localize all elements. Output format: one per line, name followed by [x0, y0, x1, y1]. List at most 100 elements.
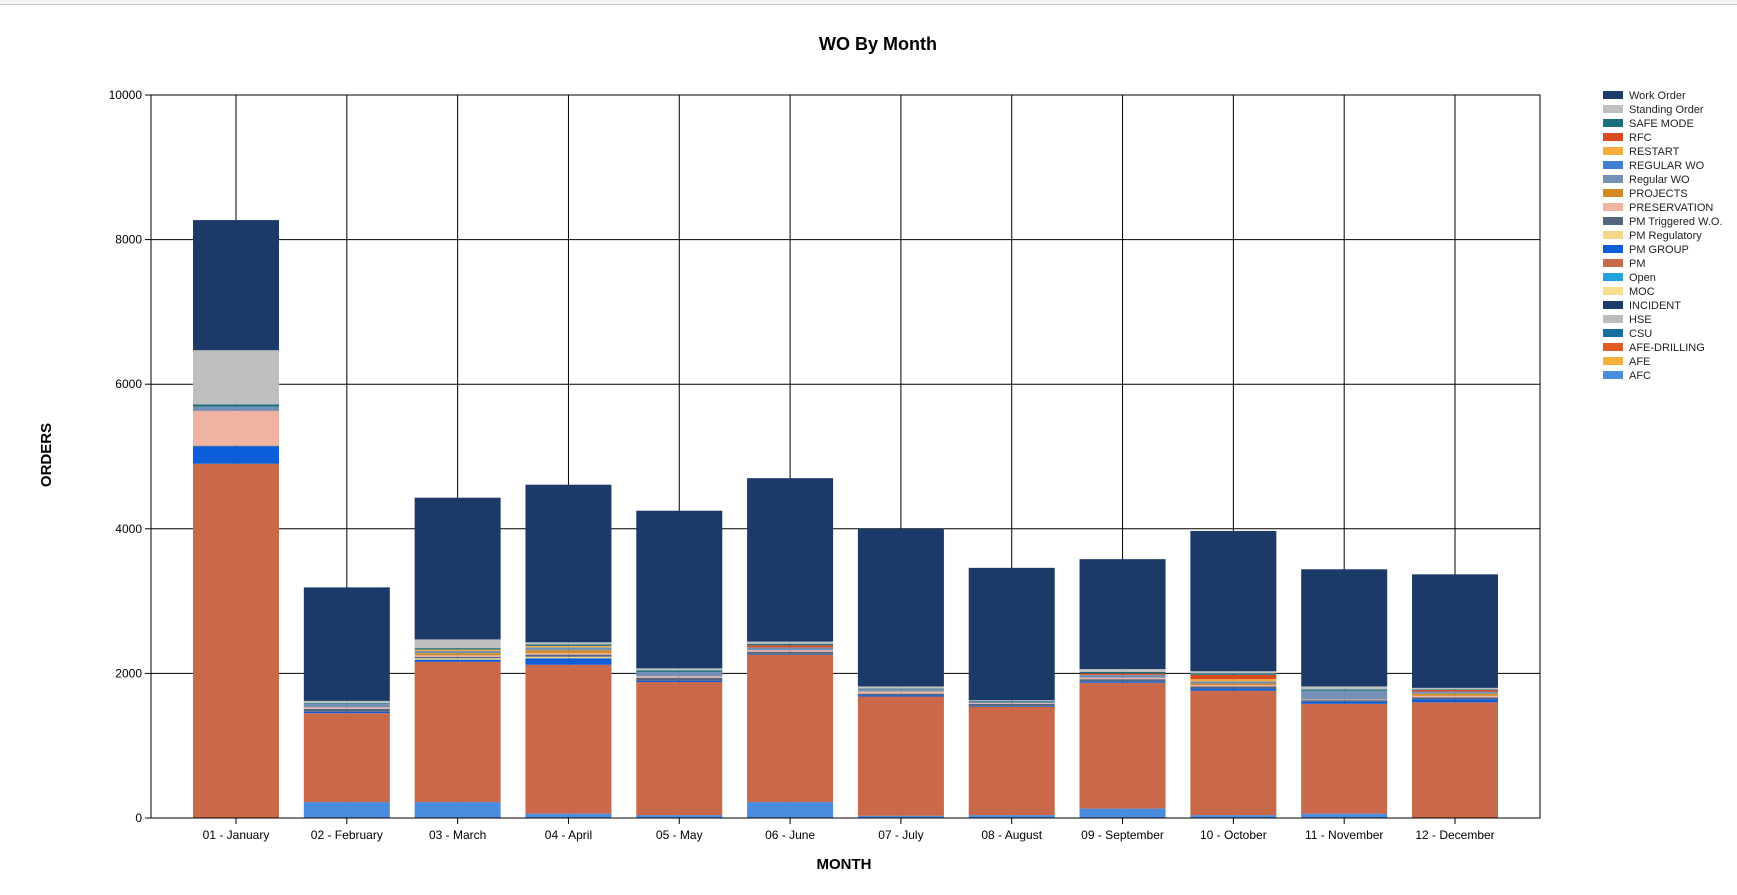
- bar-segment: [1412, 690, 1498, 692]
- legend-swatch: [1603, 119, 1623, 128]
- x-tick-label: 11 - November: [1305, 828, 1383, 842]
- bar-segment: [968, 567, 1055, 701]
- y-axis-title: ORDERS: [38, 423, 55, 487]
- bar-segment: [414, 661, 501, 803]
- bar-segment: [857, 696, 944, 816]
- chart-legend: Work Order Standing Order SAFE MODE RFC REST…: [1603, 89, 1723, 383]
- x-tick-label: 01 - January: [203, 828, 270, 842]
- legend-label: AFC: [1629, 370, 1651, 383]
- legend-label: HSE: [1629, 314, 1652, 327]
- bar-segment: [414, 658, 501, 660]
- bar-segment: [747, 654, 834, 803]
- legend-item: Open: [1603, 271, 1723, 285]
- y-tick-label: 0: [135, 811, 142, 825]
- legend-swatch: [1603, 315, 1623, 324]
- legend-swatch: [1603, 245, 1623, 254]
- legend-label: PM GROUP: [1629, 244, 1689, 257]
- bar-segment: [1301, 813, 1388, 818]
- bar-segment: [1079, 677, 1166, 680]
- legend-swatch: [1603, 329, 1623, 338]
- legend-label: PRESERVATION: [1629, 202, 1714, 215]
- bar-segment: [1301, 700, 1388, 702]
- bar-segment: [857, 693, 944, 696]
- legend-label: PROJECTS: [1629, 188, 1688, 201]
- bar-segment: [525, 650, 612, 654]
- bar-segment: [1412, 695, 1498, 698]
- legend-item: PM: [1603, 257, 1723, 271]
- bar-segment: [1079, 673, 1166, 675]
- bar-segment: [1190, 671, 1277, 674]
- chart-title: WO By Month: [819, 34, 937, 54]
- bar-segment: [1412, 697, 1498, 700]
- bar-segment: [857, 686, 944, 689]
- bar-segment: [1412, 691, 1498, 694]
- y-tick-label: 2000: [115, 666, 142, 680]
- bar-segment: [1079, 671, 1166, 674]
- bar-segment: [525, 664, 612, 814]
- x-tick-label: 03 - March: [429, 828, 486, 842]
- bar-segment: [414, 497, 501, 640]
- bar-segment: [303, 587, 390, 701]
- bar-segment: [1079, 682, 1166, 809]
- bar-segment: [525, 645, 612, 648]
- bar-segment: [968, 703, 1055, 706]
- bar-segment: [525, 813, 612, 818]
- legend-item: CSU: [1603, 327, 1723, 341]
- x-tick-label: 05 - May: [656, 828, 703, 842]
- legend-label: CSU: [1629, 328, 1653, 341]
- bar-segment: [303, 707, 390, 709]
- bar-segment: [303, 802, 390, 818]
- top-divider: [0, 0, 1737, 5]
- bar-segment: [193, 350, 279, 405]
- legend-label: SAFE MODE: [1629, 118, 1694, 131]
- legend-swatch: [1603, 91, 1623, 100]
- legend-swatch: [1603, 301, 1623, 310]
- bar-segment: [414, 649, 501, 651]
- bar-segment: [525, 654, 612, 657]
- bar-segment: [303, 713, 390, 803]
- bar-segment: [636, 815, 723, 818]
- bar-segment: [1190, 686, 1277, 689]
- bar-segment: [1190, 679, 1277, 682]
- bar-segment: [303, 711, 390, 714]
- legend-label: PM Triggered W.O.: [1629, 216, 1723, 229]
- bar-segment: [857, 815, 944, 818]
- bar-segment: [193, 406, 279, 411]
- legend-item: RESTART: [1603, 145, 1723, 159]
- bar-segment: [1412, 687, 1498, 690]
- legend-swatch: [1603, 189, 1623, 198]
- chart-bars: [193, 220, 1498, 818]
- bar-segment: [968, 706, 1055, 816]
- bar-segment: [968, 700, 1055, 701]
- legend-item: SAFE MODE: [1603, 117, 1723, 131]
- plot-area-frame: [150, 94, 1541, 819]
- bar-segment: [525, 647, 612, 651]
- bar-segment: [414, 653, 501, 656]
- legend-swatch: [1603, 175, 1623, 184]
- bar-segment: [1190, 815, 1277, 818]
- y-tick-label: 6000: [115, 377, 142, 391]
- bar-segment: [968, 701, 1055, 704]
- bar-segment: [193, 220, 279, 351]
- legend-swatch: [1603, 287, 1623, 296]
- legend-swatch: [1603, 161, 1623, 170]
- bar-segment: [1301, 699, 1388, 701]
- bar-segment: [1190, 684, 1277, 687]
- bar-segment: [1412, 702, 1498, 818]
- bar-segment: [1190, 683, 1277, 685]
- legend-swatch: [1603, 357, 1623, 366]
- bar-segment: [1079, 679, 1166, 682]
- bar-segment: [1301, 569, 1388, 687]
- bar-segment: [1412, 699, 1498, 703]
- bar-segment: [1412, 693, 1498, 696]
- bar-segment: [636, 510, 723, 669]
- bar-segment: [414, 802, 501, 818]
- legend-item: PM Regulatory: [1603, 229, 1723, 243]
- y-tick-label: 10000: [109, 88, 143, 102]
- legend-swatch: [1603, 273, 1623, 282]
- legend-item: AFE: [1603, 355, 1723, 369]
- legend-item: INCIDENT: [1603, 299, 1723, 313]
- bar-segment: [636, 668, 723, 671]
- bar-segment: [193, 446, 279, 464]
- bar-segment: [193, 404, 279, 407]
